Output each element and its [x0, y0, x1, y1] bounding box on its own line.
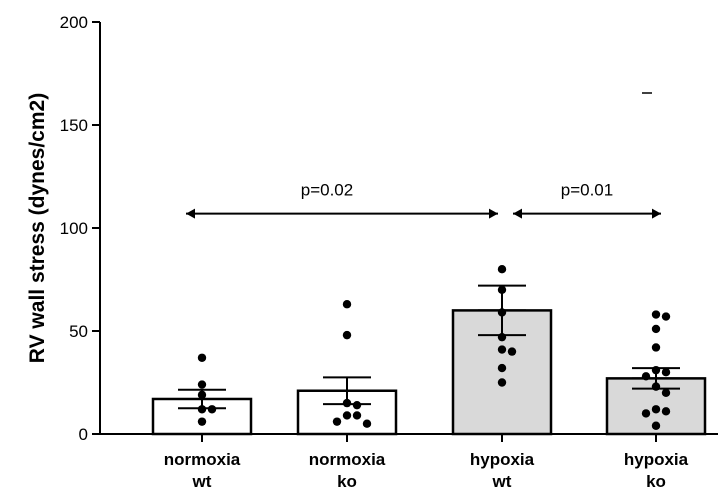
data-point: [651, 405, 661, 414]
data-point: [197, 380, 207, 389]
data-point: [497, 378, 507, 387]
data-point: [197, 405, 207, 414]
data-point: [352, 400, 362, 410]
data-point: [497, 332, 507, 342]
y-tick-label: 50: [69, 322, 88, 341]
data-point: [507, 347, 517, 356]
data-point: [342, 330, 352, 340]
data-point: [342, 411, 352, 420]
y-tick-label: 150: [60, 116, 88, 135]
data-point: [641, 409, 651, 418]
data-point: [651, 310, 661, 319]
category-label-line2: wt: [492, 472, 512, 491]
data-point: [497, 265, 507, 274]
arrowhead-right: [652, 208, 661, 219]
data-point: [661, 388, 671, 397]
arrowhead-left: [513, 208, 522, 219]
category-label-line1: normoxia: [309, 450, 386, 469]
data-point: [651, 421, 661, 430]
y-axis-label: RV wall stress (dynes/cm2): [26, 93, 49, 363]
data-point: [641, 372, 651, 381]
data-point: [651, 382, 661, 391]
data-point: [497, 308, 507, 317]
data-point: [197, 417, 207, 426]
data-point: [362, 419, 372, 428]
category-label-line2: ko: [337, 472, 357, 491]
data-point: [342, 300, 352, 309]
data-point: [497, 285, 507, 294]
data-point: [352, 411, 362, 420]
arrowhead-left: [186, 208, 195, 219]
p-value-label: p=0.01: [561, 181, 613, 200]
data-point: [651, 343, 661, 352]
data-point: [197, 390, 207, 400]
y-tick-label: 0: [79, 425, 88, 444]
category-label-line1: normoxia: [164, 450, 241, 469]
data-point: [207, 405, 217, 414]
data-point: [651, 324, 661, 334]
y-tick-label: 100: [60, 219, 88, 238]
data-point: [497, 345, 507, 354]
data-point: [651, 365, 661, 375]
data-point: [661, 312, 671, 321]
category-label-line2: ko: [646, 472, 666, 491]
data-point: [661, 368, 671, 377]
data-point: [661, 407, 671, 416]
data-point: [497, 363, 507, 373]
data-point: [342, 398, 352, 408]
category-label-line1: hypoxia: [470, 450, 535, 469]
category-label-line2: wt: [192, 472, 212, 491]
data-point: [197, 353, 207, 362]
arrowhead-right: [489, 208, 498, 219]
y-tick-label: 200: [60, 13, 88, 32]
data-point: [332, 417, 342, 426]
p-value-label: p=0.02: [301, 181, 353, 200]
category-label-line1: hypoxia: [624, 450, 689, 469]
